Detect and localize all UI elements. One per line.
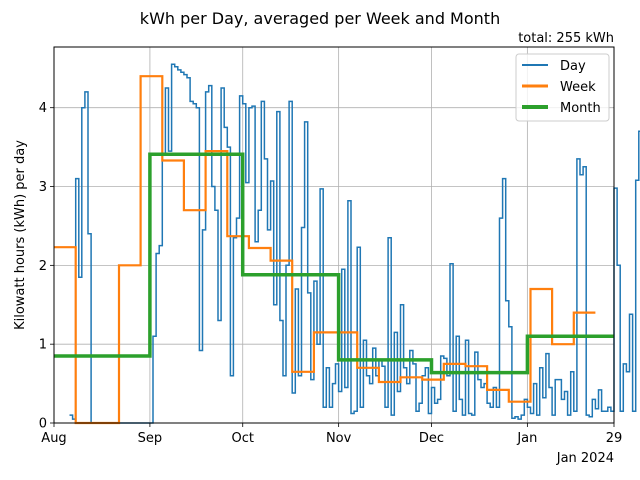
series-line-week	[54, 75, 596, 425]
x-tick-label: 29	[606, 431, 623, 446]
legend: Day Week Month	[515, 53, 610, 122]
y-tick-label: 4	[39, 101, 47, 116]
legend-label-month: Month	[560, 101, 601, 116]
legend-label-day: Day	[560, 59, 586, 74]
chart-subtitle: total: 255 kWh	[518, 31, 614, 46]
series-line-day	[69, 63, 640, 424]
plot-frame	[53, 46, 615, 424]
x-tick-label: Jan	[516, 431, 537, 446]
y-tick-label: 2	[39, 259, 47, 274]
x-tick-label: Oct	[231, 431, 253, 446]
x-tick-label: Dec	[419, 431, 444, 446]
legend-box	[515, 53, 610, 122]
x-ticks: Aug Sep Oct Nov Dec Jan 29	[41, 423, 622, 446]
series-line-month	[54, 152, 614, 375]
y-ticks: 0 1 2 3 4	[39, 101, 54, 432]
x-tick-label: Nov	[326, 431, 352, 446]
y-tick-label: 0	[39, 417, 47, 432]
x-tick-label: Aug	[41, 431, 66, 446]
x-offset-label: Jan 2024	[556, 451, 614, 466]
x-tick-label: Sep	[138, 431, 163, 446]
y-tick-label: 3	[39, 180, 47, 195]
legend-label-week: Week	[560, 80, 596, 95]
chart-title: kWh per Day, averaged per Week and Month	[140, 9, 500, 28]
y-tick-label: 1	[39, 338, 47, 353]
y-axis-label: Kilowatt hours (kWh) per day	[13, 140, 28, 330]
series-lines	[54, 63, 640, 425]
